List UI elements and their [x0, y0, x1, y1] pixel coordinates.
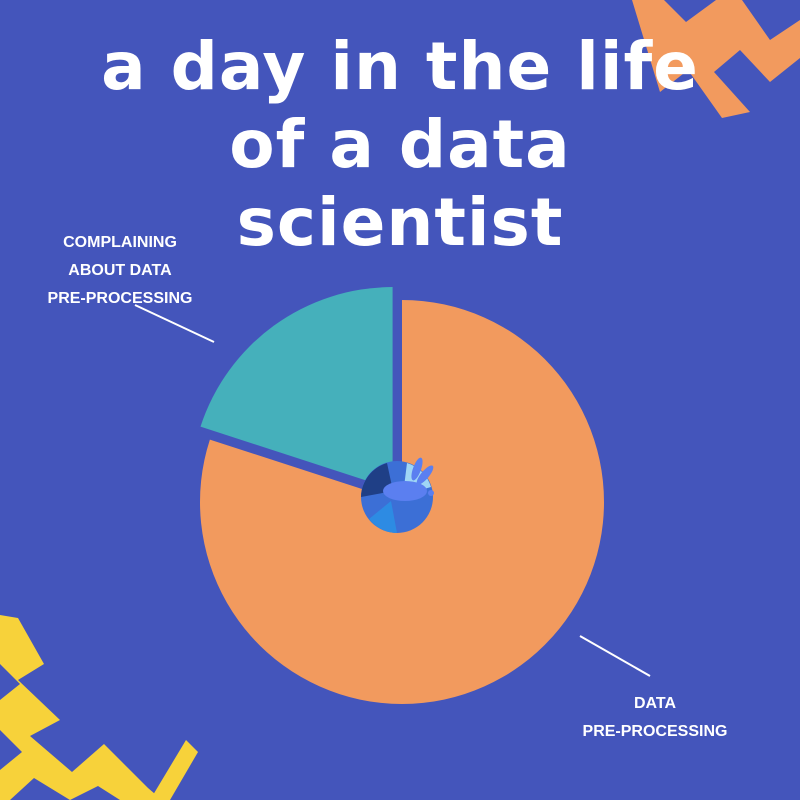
slice-label-complaining-line-1: COMPLAINING: [63, 234, 177, 251]
slice-label-preprocessing-line-2: PRE-PROCESSING: [582, 723, 728, 740]
bunny-planet-icon: [361, 457, 434, 533]
leader-line-complaining: [134, 304, 215, 343]
zigzag-yellow-decoration: [0, 615, 162, 800]
chart-title-line-2: of a data: [229, 106, 571, 183]
slice-label-complaining-line-2: ABOUT DATA: [68, 262, 172, 279]
slice-label-complaining: COMPLAINING ABOUT DATA PRE-PROCESSING: [20, 229, 220, 313]
pie-slice-0: [200, 287, 393, 490]
slice-label-complaining-line-3: PRE-PROCESSING: [47, 290, 193, 307]
slice-label-preprocessing: DATA PRE-PROCESSING: [555, 690, 755, 746]
slice-label-preprocessing-line-1: DATA: [633, 695, 677, 712]
chart-title-line-3: scientist: [236, 184, 564, 261]
zigzag-orange-decoration: [632, 0, 800, 118]
leader-line-preprocessing: [579, 635, 651, 677]
zigzag-yellow-decoration-2: [150, 740, 198, 800]
chart-title-line-1: a day in the life: [101, 28, 699, 105]
